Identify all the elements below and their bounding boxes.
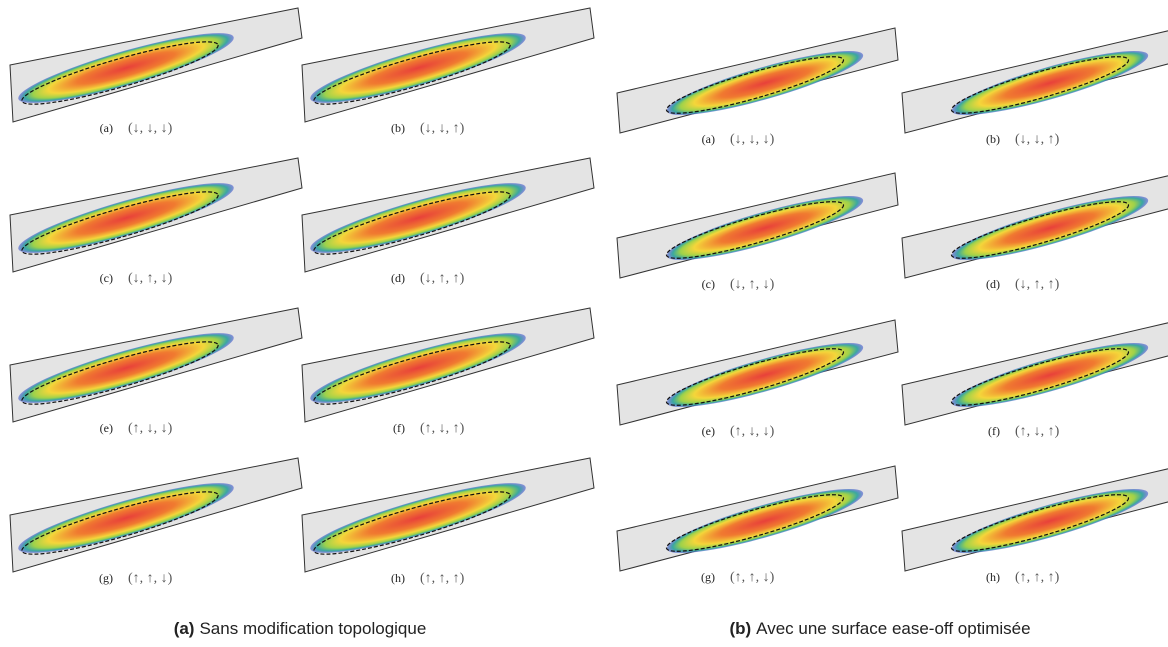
panel-config: (↓, ↓, ↑) [1015, 132, 1060, 147]
panel: (c) (↓, ↑, ↓) [9, 157, 303, 286]
contact-pattern [666, 342, 864, 408]
panel-config: (↑, ↓, ↑) [1015, 424, 1060, 439]
caption-label: (b) [729, 619, 751, 638]
panel: (a) (↓, ↓, ↓) [9, 7, 303, 136]
contact-pattern [310, 183, 526, 253]
panel-label: (e) [702, 424, 715, 438]
panel-label: (c) [100, 271, 113, 285]
panel-label: (h) [391, 571, 405, 585]
panel-label: (f) [393, 421, 405, 435]
panel-label: (d) [391, 271, 405, 285]
panel: (h) (↑, ↑, ↑) [301, 457, 595, 586]
panel-label: (g) [99, 571, 113, 585]
panel-label: (b) [391, 121, 405, 135]
contact-pattern [666, 50, 864, 116]
contour [665, 348, 845, 406]
panel-label: (g) [701, 570, 715, 584]
contour [313, 191, 511, 255]
contact-pattern [310, 483, 526, 553]
contour [21, 41, 219, 105]
panel-config: (↓, ↑, ↑) [1015, 277, 1060, 292]
caption-text: Sans modification topologique [199, 619, 426, 638]
contour [665, 201, 845, 259]
panel: (f) (↑, ↓, ↑) [901, 322, 1168, 439]
panel-config: (↓, ↓, ↑) [420, 121, 465, 136]
panel: (h) (↑, ↑, ↑) [901, 468, 1168, 585]
panel: (e) (↑, ↓, ↓) [616, 319, 899, 439]
contact-pattern [951, 488, 1149, 554]
panel-label: (c) [702, 277, 715, 291]
caption: (b) Avec une surface ease-off optimisée [729, 619, 1030, 638]
panel-label: (b) [986, 132, 1000, 146]
panel-label: (d) [986, 277, 1000, 291]
panel-config: (↑, ↑, ↓) [730, 570, 775, 585]
contour [665, 494, 845, 552]
panel-config: (↑, ↑, ↑) [1015, 570, 1060, 585]
panel-config: (↓, ↑, ↑) [420, 271, 465, 286]
panel: (b) (↓, ↓, ↑) [301, 7, 595, 136]
contact-pattern [951, 50, 1149, 116]
panel-label: (a) [100, 121, 113, 135]
contact-pattern [18, 183, 234, 253]
panel: (e) (↑, ↓, ↓) [9, 307, 303, 436]
panel-config: (↑, ↓, ↓) [730, 424, 775, 439]
panel-config: (↑, ↓, ↑) [420, 421, 465, 436]
panel: (b) (↓, ↓, ↑) [901, 30, 1168, 147]
panel-label: (e) [100, 421, 113, 435]
contact-pattern [310, 33, 526, 103]
panel: (f) (↑, ↓, ↑) [301, 307, 595, 436]
caption-label: (a) [174, 619, 195, 638]
panel: (a) (↓, ↓, ↓) [616, 27, 899, 147]
contact-pattern [18, 333, 234, 403]
contour [665, 56, 845, 114]
contact-pattern [951, 195, 1149, 261]
panel-config: (↑, ↑, ↓) [128, 571, 173, 586]
contact-pattern [18, 33, 234, 103]
panel: (g) (↑, ↑, ↓) [616, 465, 899, 585]
panel-label: (a) [702, 132, 715, 146]
contact-pattern [666, 488, 864, 554]
panel-config: (↓, ↓, ↓) [128, 121, 173, 136]
caption-text: Avec une surface ease-off optimisée [756, 619, 1030, 638]
panel-label: (f) [988, 424, 1000, 438]
contact-pattern [310, 333, 526, 403]
caption: (a) Sans modification topologique [174, 619, 427, 638]
panel: (g) (↑, ↑, ↓) [9, 457, 303, 586]
contour [21, 191, 219, 255]
panel-config: (↑, ↓, ↓) [128, 421, 173, 436]
contact-pattern [18, 483, 234, 553]
panel-config: (↓, ↑, ↓) [730, 277, 775, 292]
contact-pattern [666, 195, 864, 261]
panel: (c) (↓, ↑, ↓) [616, 172, 899, 292]
panel: (d) (↓, ↑, ↑) [301, 157, 595, 286]
contact-pattern [951, 342, 1149, 408]
panel-label: (h) [986, 570, 1000, 584]
panel-config: (↓, ↑, ↓) [128, 271, 173, 286]
panel: (d) (↓, ↑, ↑) [901, 175, 1168, 292]
panel-config: (↑, ↑, ↑) [420, 571, 465, 586]
contour [313, 41, 511, 105]
panel-config: (↓, ↓, ↓) [730, 132, 775, 147]
